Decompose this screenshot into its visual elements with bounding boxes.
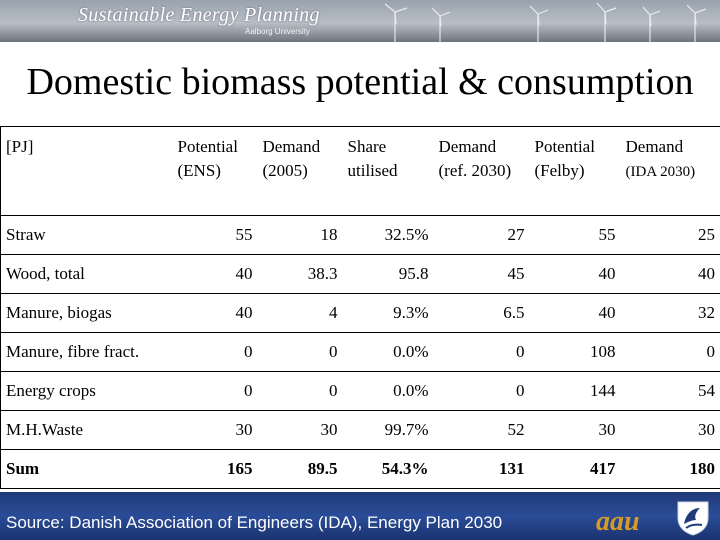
table-row: Manure, fibre fract. 0 0 0.0% 0 108 0 xyxy=(0,332,720,372)
table-cell: 0 xyxy=(172,371,258,411)
wind-turbines-graphic xyxy=(384,2,707,42)
table-cell: 99.7% xyxy=(342,410,434,450)
table-cell: 0 xyxy=(257,371,343,411)
table-row: M.H.Waste 30 30 99.7% 52 30 30 xyxy=(0,410,720,450)
table-cell: 27 xyxy=(433,215,530,255)
table-cell: 0 xyxy=(257,332,343,372)
source-note: Source: Danish Association of Engineers … xyxy=(6,513,503,532)
column-header: Share utilised xyxy=(342,126,434,216)
column-header-line1: Demand xyxy=(625,137,684,156)
row-label: M.H.Waste xyxy=(0,410,173,450)
table-cell: 9.3% xyxy=(342,293,434,333)
table-cell: 417 xyxy=(529,449,621,489)
table-cell: 32 xyxy=(620,293,720,333)
table-cell: 6.5 xyxy=(433,293,530,333)
row-label: Sum xyxy=(0,449,173,489)
table-header-row: [PJ] Potential (ENS) Demand (2005) Share… xyxy=(0,126,720,216)
table-row: Wood, total 40 38.3 95.8 45 40 40 xyxy=(0,254,720,294)
table-cell: 165 xyxy=(172,449,258,489)
table-cell: 40 xyxy=(620,254,720,294)
table-cell: 95.8 xyxy=(342,254,434,294)
table-cell: 30 xyxy=(172,410,258,450)
column-header: Demand (ref. 2030) xyxy=(433,126,530,216)
table-row: Energy crops 0 0 0.0% 0 144 54 xyxy=(0,371,720,411)
column-header: Demand (IDA 2030) xyxy=(620,126,720,216)
table-cell: 0.0% xyxy=(342,371,434,411)
table-cell: 30 xyxy=(529,410,621,450)
banner-title: Sustainable Energy Planning xyxy=(78,4,320,26)
table-cell: 52 xyxy=(433,410,530,450)
table-cell: 40 xyxy=(172,254,258,294)
unit-header: [PJ] xyxy=(0,126,173,216)
column-header: Potential (Felby) xyxy=(529,126,621,216)
row-label: Manure, fibre fract. xyxy=(0,332,173,372)
table-row: Straw 55 18 32.5% 27 55 25 xyxy=(0,215,720,255)
table-cell: 54 xyxy=(620,371,720,411)
column-header-line2: (IDA 2030) xyxy=(625,164,696,180)
table-cell: 55 xyxy=(529,215,621,255)
row-label: Straw xyxy=(0,215,173,255)
aau-logo: aau xyxy=(596,506,640,537)
table-cell: 32.5% xyxy=(342,215,434,255)
table-cell: 40 xyxy=(172,293,258,333)
table-cell: 131 xyxy=(433,449,530,489)
table-cell: 0 xyxy=(433,332,530,372)
table-cell: 89.5 xyxy=(257,449,343,489)
university-emblem-icon xyxy=(677,501,709,536)
table-cell: 180 xyxy=(620,449,720,489)
table-cell: 30 xyxy=(257,410,343,450)
banner-subtitle: Aalborg University xyxy=(245,27,310,36)
table-cell: 40 xyxy=(529,293,621,333)
biomass-table: [PJ] Potential (ENS) Demand (2005) Share… xyxy=(0,126,720,489)
page-title: Domestic biomass potential & consumption xyxy=(26,61,694,103)
table-cell: 108 xyxy=(529,332,621,372)
table-cell: 55 xyxy=(172,215,258,255)
footer-bar: Source: Danish Association of Engineers … xyxy=(0,492,720,540)
table-cell: 18 xyxy=(257,215,343,255)
table-cell: 0 xyxy=(620,332,720,372)
header-banner: Sustainable Energy Planning Aalborg Univ… xyxy=(0,0,720,42)
table-cell: 38.3 xyxy=(257,254,343,294)
table-cell: 0 xyxy=(172,332,258,372)
row-label: Wood, total xyxy=(0,254,173,294)
table-cell: 4 xyxy=(257,293,343,333)
column-header: Demand (2005) xyxy=(257,126,343,216)
table-row-sum: Sum 165 89.5 54.3% 131 417 180 xyxy=(0,449,720,489)
table-cell: 54.3% xyxy=(342,449,434,489)
row-label: Manure, biogas xyxy=(0,293,173,333)
table-cell: 25 xyxy=(620,215,720,255)
row-label: Energy crops xyxy=(0,371,173,411)
table-cell: 0.0% xyxy=(342,332,434,372)
table-cell: 144 xyxy=(529,371,621,411)
table-cell: 0 xyxy=(433,371,530,411)
column-header: Potential (ENS) xyxy=(172,126,258,216)
table-row: Manure, biogas 40 4 9.3% 6.5 40 32 xyxy=(0,293,720,333)
table-cell: 30 xyxy=(620,410,720,450)
table-cell: 45 xyxy=(433,254,530,294)
table-cell: 40 xyxy=(529,254,621,294)
